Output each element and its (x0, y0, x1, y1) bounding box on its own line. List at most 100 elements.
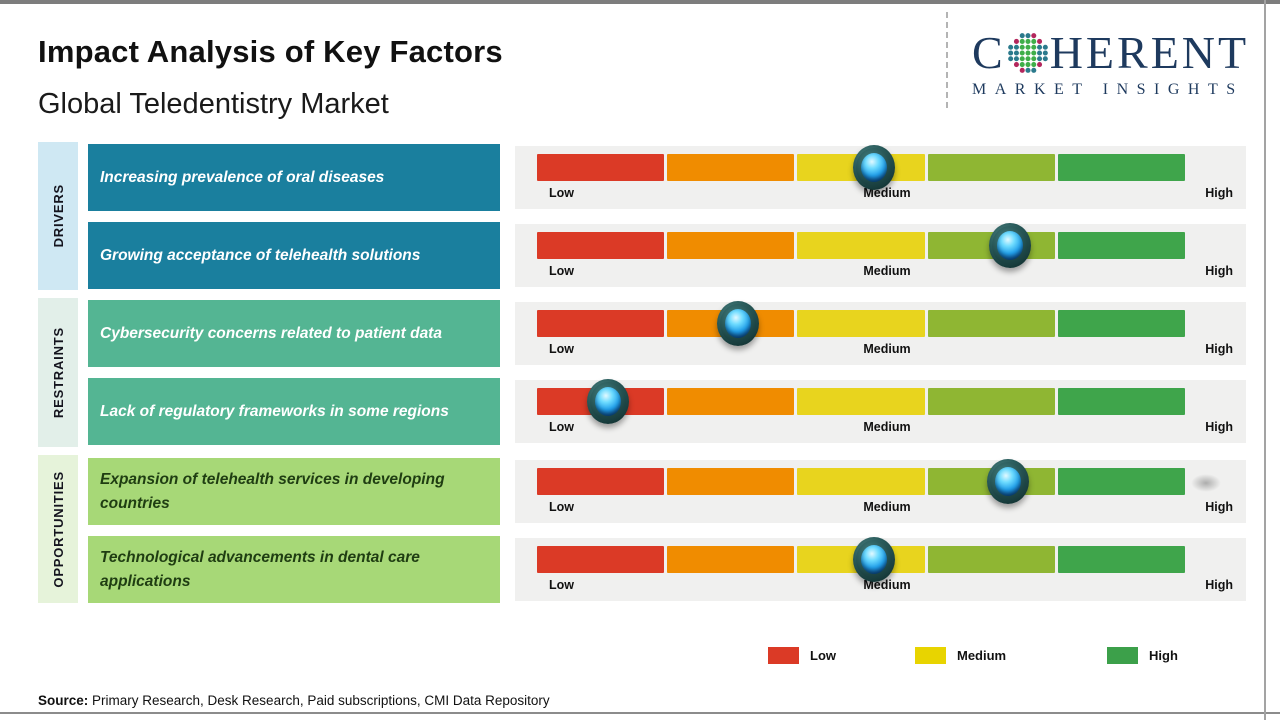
scale-segment (667, 154, 795, 181)
impact-marker (989, 223, 1032, 268)
impact-marker-core (860, 545, 887, 574)
factor-label: Lack of regulatory frameworks in some re… (100, 402, 449, 420)
legend-label: Low (810, 648, 836, 663)
scale-segment (1057, 546, 1186, 573)
factor-label: Growing acceptance of telehealth solutio… (100, 246, 421, 264)
scale-segment (1057, 388, 1186, 415)
factor-label-box: Increasing prevalence of oral diseases (88, 144, 500, 211)
impact-marker-core (595, 387, 622, 416)
scale-segment (537, 310, 665, 337)
category-strip-drivers: DRIVERS (38, 142, 78, 290)
legend-swatch (768, 647, 799, 664)
bar-shadow-artifact (1191, 474, 1221, 492)
right-border-line (1264, 0, 1266, 720)
scale-label-high: High (1205, 420, 1233, 434)
scale-segment (667, 388, 795, 415)
dotted-globe-icon (1007, 33, 1048, 73)
scale-segment (537, 154, 665, 181)
factor-label-box: Growing acceptance of telehealth solutio… (88, 222, 500, 289)
impact-bar-panel: Low Medium High (515, 459, 1246, 523)
bottom-border-line (0, 712, 1280, 714)
scale-label-low: Low (549, 186, 574, 200)
factor-label: Expansion of telehealth services in deve… (100, 471, 445, 512)
brand-letter-c: C (972, 27, 1006, 78)
impact-scale-bar (537, 546, 1186, 573)
impact-bar-panel: Low Medium High (515, 301, 1246, 365)
impact-bar-panel: Low Medium High (515, 223, 1246, 287)
scale-label-medium: Medium (863, 264, 911, 278)
scale-label-low: Low (549, 500, 574, 514)
scale-segment (537, 468, 665, 495)
impact-scale-bar (537, 232, 1186, 259)
impact-marker-core (995, 467, 1022, 496)
factor-label: Technological advancements in dental car… (100, 549, 420, 590)
scale-segment (667, 468, 795, 495)
impact-bar-panel: Low Medium High (515, 537, 1246, 601)
scale-segment (927, 388, 1055, 415)
logo-divider-dashed-line (946, 12, 948, 108)
legend-item: Medium (915, 647, 1006, 664)
legend-item: High (1107, 647, 1178, 664)
scale-segment (537, 546, 665, 573)
impact-marker (852, 145, 895, 190)
scale-label-medium: Medium (863, 420, 911, 434)
page-title: Impact Analysis of Key Factors (38, 34, 503, 69)
impact-scale-bar (537, 388, 1186, 415)
impact-scale-bar (537, 310, 1186, 337)
source-note: Source: Primary Research, Desk Research,… (38, 693, 550, 708)
scale-label-low: Low (549, 264, 574, 278)
legend-item: Low (768, 647, 836, 664)
legend-label: High (1149, 648, 1178, 663)
category-label: DRIVERS (50, 184, 66, 248)
scale-segment (537, 232, 665, 259)
scale-segment (1057, 310, 1186, 337)
scale-segment (1057, 154, 1186, 181)
impact-bar-panel: Low Medium High (515, 379, 1246, 443)
impact-marker (987, 459, 1030, 504)
impact-marker-core (724, 309, 751, 338)
impact-marker (852, 537, 895, 582)
impact-marker (587, 379, 630, 424)
impact-bar-panel: Low Medium High (515, 145, 1246, 209)
category-label: OPPORTUNITIES (50, 470, 66, 588)
impact-marker-core (860, 153, 887, 182)
legend-label: Medium (957, 648, 1007, 663)
factor-label-box: Expansion of telehealth services in deve… (88, 458, 500, 525)
scale-segment (667, 546, 795, 573)
scale-label-medium: Medium (863, 342, 911, 356)
scale-segment (797, 232, 925, 259)
category-strip-opportunities: OPPORTUNITIES (38, 455, 78, 603)
category-label: RESTRAINTS (50, 326, 66, 419)
scale-label-low: Low (549, 342, 574, 356)
scale-segment (797, 468, 925, 495)
brand-subtitle: MARKET INSIGHTS (972, 81, 1244, 98)
scale-label-high: High (1205, 342, 1233, 356)
factor-label-box: Cybersecurity concerns related to patien… (88, 300, 500, 367)
legend-swatch (1107, 647, 1138, 664)
source-text: Primary Research, Desk Research, Paid su… (88, 693, 550, 708)
scale-label-medium: Medium (863, 500, 911, 514)
top-border-line (0, 0, 1280, 4)
scale-segment (797, 310, 925, 337)
scale-segment (927, 546, 1055, 573)
scale-label-low: Low (549, 420, 574, 434)
impact-scale-bar (537, 468, 1186, 495)
brand-letters-herent: HERENT (1049, 27, 1250, 78)
scale-label-high: High (1205, 264, 1233, 278)
scale-segment (667, 232, 795, 259)
scale-label-high: High (1205, 186, 1233, 200)
scale-label-low: Low (549, 578, 574, 592)
factor-label: Cybersecurity concerns related to patien… (100, 324, 442, 342)
scale-label-high: High (1205, 578, 1233, 592)
brand-wordmark: C HERENT (972, 28, 1262, 78)
legend-swatch (915, 647, 946, 664)
factor-label-box: Technological advancements in dental car… (88, 536, 500, 603)
factor-label-box: Lack of regulatory frameworks in some re… (88, 378, 500, 445)
scale-label-high: High (1205, 500, 1233, 514)
scale-segment (1057, 468, 1186, 495)
brand-logo: C HERENT MARKET INSIGHTS (972, 28, 1262, 99)
impact-marker-core (997, 231, 1024, 260)
source-label: Source: (38, 693, 89, 708)
category-strip-restraints: RESTRAINTS (38, 298, 78, 447)
